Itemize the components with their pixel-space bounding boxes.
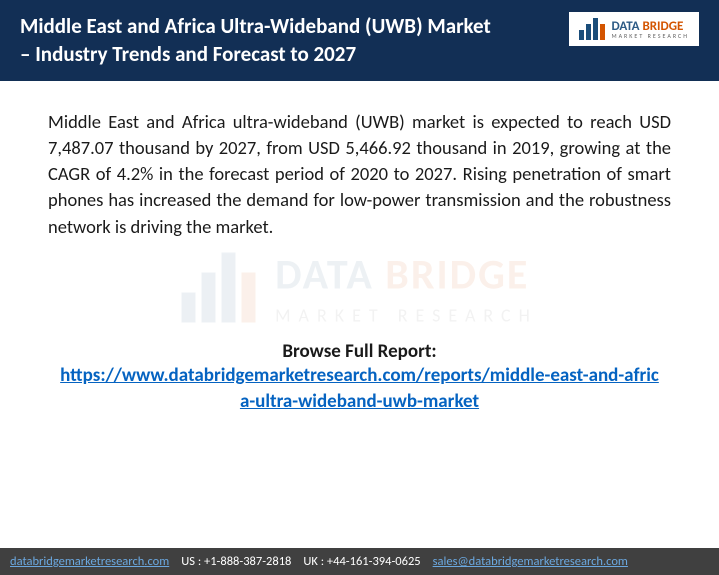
browse-section: Browse Full Report: https://www.databrid…: [48, 340, 671, 414]
header-bar: Middle East and Africa Ultra-Wideband (U…: [0, 0, 719, 81]
footer-bar: databridgemarketresearch.com US : +1-888…: [0, 548, 719, 575]
logo-brand: DATA BRIDGE: [611, 20, 689, 33]
browse-full-report-link[interactable]: https://www.databridgemarketresearch.com…: [60, 363, 660, 414]
footer-us-phone: US : +1-888-387-2818: [181, 554, 291, 569]
page-title: Middle East and Africa Ultra-Wideband (U…: [20, 12, 500, 69]
logo-bars-icon: [579, 18, 605, 40]
main-content: Middle East and Africa ultra-wideband (U…: [0, 81, 719, 427]
footer-website-link[interactable]: databridgemarketresearch.com: [10, 554, 169, 569]
footer-uk-phone: UK : +44-161-394-0625: [303, 554, 420, 569]
header-logo: DATA BRIDGE MARKET RESEARCH: [569, 12, 699, 46]
logo-tagline: MARKET RESEARCH: [611, 33, 689, 39]
browse-label: Browse Full Report:: [48, 340, 671, 363]
market-description: Middle East and Africa ultra-wideband (U…: [48, 109, 671, 240]
footer-email-link[interactable]: sales@databridgemarketresearch.com: [433, 554, 628, 569]
